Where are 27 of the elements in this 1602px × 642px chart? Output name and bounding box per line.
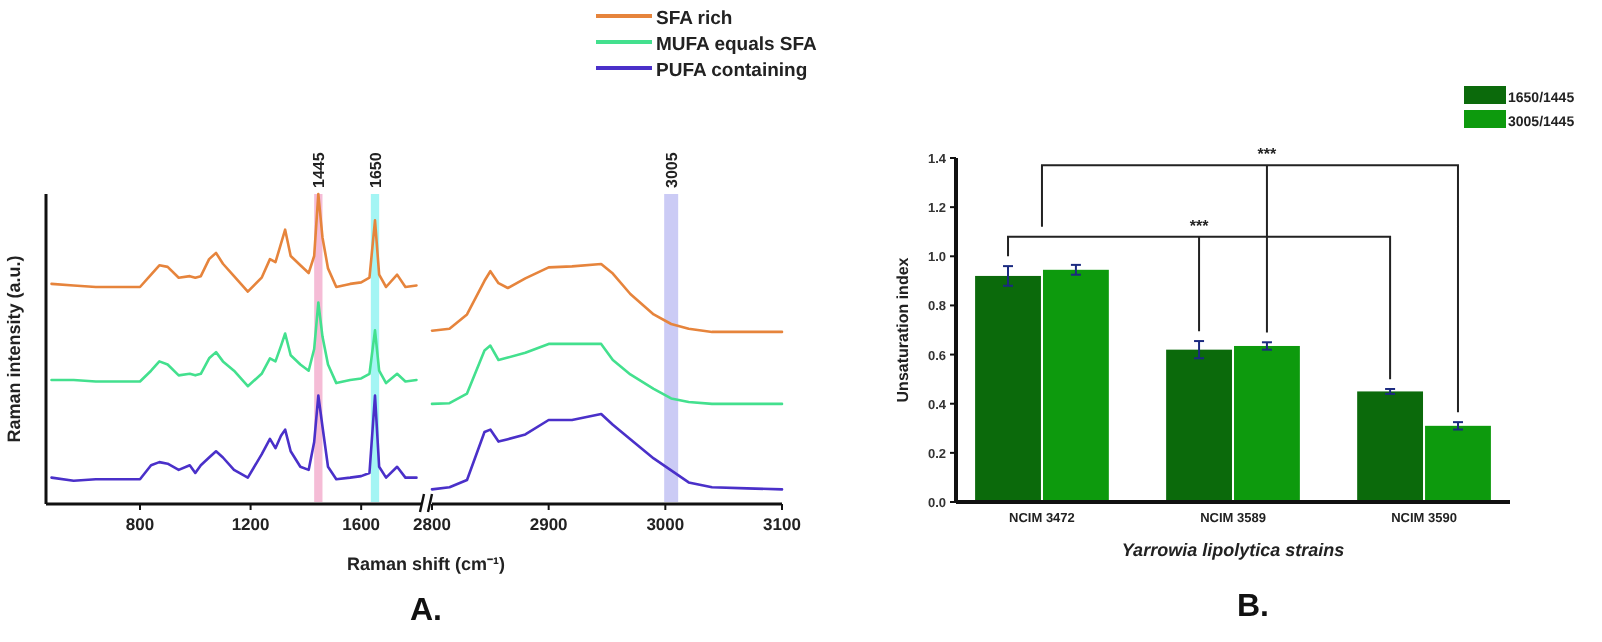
- text: B.: [1237, 590, 1269, 624]
- x-axis-title: Raman shift (cm⁻¹): [346, 554, 506, 574]
- x-tick-label: 2800: [413, 514, 452, 534]
- bar: [1357, 391, 1424, 502]
- y-axis-title: Raman intensity (a.u.): [4, 255, 24, 443]
- x-tick-label: 800: [125, 514, 155, 534]
- annotation: ***: [1189, 216, 1211, 235]
- bar: [1425, 425, 1491, 502]
- band-label: 1650: [367, 151, 385, 188]
- x-axis-title: Yarrowia lipolytica strains: [1121, 540, 1345, 560]
- x-tick-label: 3000: [646, 514, 685, 534]
- band-label: 1445: [310, 151, 329, 188]
- x-tick-label: 3100: [763, 514, 802, 534]
- y-axis-title: Unsaturation index: [894, 256, 912, 403]
- legend-label: SFA rich: [656, 8, 733, 30]
- bar: [1166, 349, 1232, 502]
- x-tick-label: 1600: [342, 514, 381, 534]
- x-tick-label: 1200: [231, 514, 271, 534]
- x-tick-label: 2900: [529, 514, 569, 534]
- legend-label: PUFA containing: [656, 60, 808, 82]
- bar: [1234, 345, 1300, 502]
- band-label: 3005: [663, 151, 682, 188]
- annotation: ***: [1257, 145, 1279, 164]
- text: A.: [410, 594, 442, 628]
- legend-label: MUFA equals SFA: [656, 34, 818, 56]
- bar: [975, 275, 1041, 502]
- bar: [1042, 269, 1109, 502]
